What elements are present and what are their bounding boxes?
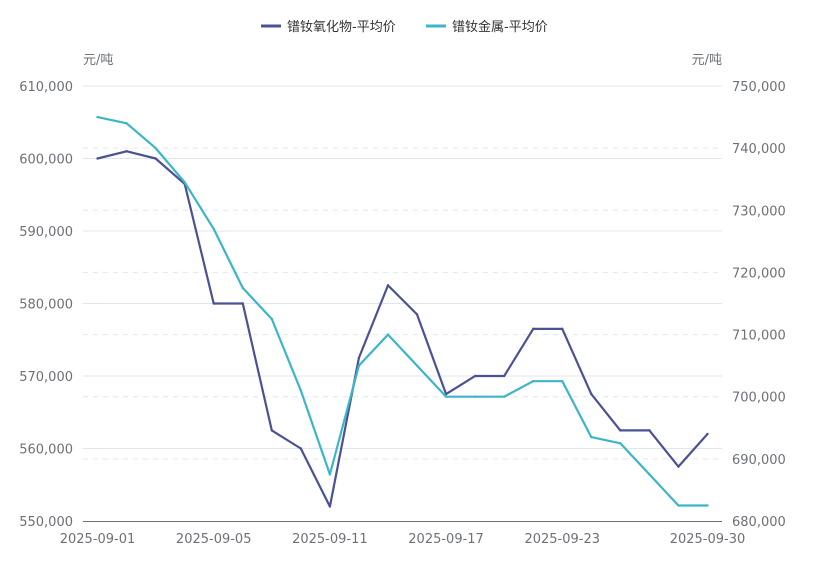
- data-point-oxide: [270, 429, 273, 432]
- x-axis-tick-label: 2025-09-05: [176, 532, 252, 547]
- data-point-metal: [212, 227, 215, 231]
- data-point-metal: [183, 181, 186, 184]
- right-axis-tick-label: 700,000: [732, 391, 786, 406]
- data-point-metal: [561, 379, 564, 383]
- data-point-metal: [328, 473, 332, 476]
- data-point-oxide: [212, 302, 215, 305]
- right-axis-tick-label: 750,000: [732, 80, 786, 95]
- data-point-metal: [473, 395, 477, 398]
- data-point-oxide: [241, 302, 244, 305]
- x-axis-tick-label: 2025-09-30: [670, 532, 746, 547]
- left-axis-tick-label: 580,000: [19, 298, 73, 313]
- data-point-oxide: [125, 150, 128, 153]
- data-point-metal: [532, 379, 535, 383]
- data-point-oxide: [328, 505, 332, 508]
- data-point-oxide: [648, 429, 651, 432]
- data-point-oxide: [473, 374, 477, 378]
- data-point-oxide: [706, 432, 709, 436]
- data-point-oxide: [96, 157, 99, 160]
- data-point-metal: [299, 389, 303, 392]
- data-point-oxide: [590, 392, 593, 396]
- data-point-metal: [677, 504, 680, 507]
- data-point-metal: [386, 333, 390, 336]
- data-point-metal: [590, 435, 593, 439]
- data-point-metal: [241, 286, 244, 290]
- data-point-metal: [357, 364, 361, 367]
- right-axis-tick-label: 740,000: [732, 142, 786, 157]
- right-axis-tick-label: 690,000: [732, 453, 786, 468]
- data-point-oxide: [154, 157, 157, 160]
- left-axis-tick-label: 590,000: [19, 225, 73, 240]
- data-point-oxide: [415, 313, 419, 316]
- x-axis-tick-label: 2025-09-23: [524, 532, 600, 547]
- data-point-metal: [270, 317, 273, 321]
- left-axis-tick-label: 550,000: [19, 515, 73, 530]
- data-point-oxide: [619, 429, 622, 432]
- left-axis-tick-label: 610,000: [19, 80, 73, 95]
- x-axis-tick-label: 2025-09-17: [408, 532, 484, 547]
- data-point-oxide: [502, 374, 506, 378]
- data-point-oxide: [532, 327, 535, 331]
- x-axis-tick-label: 2025-09-01: [60, 532, 136, 547]
- right-axis-tick-label: 730,000: [732, 204, 786, 219]
- right-axis-tick-label: 720,000: [732, 266, 786, 281]
- left-axis-unit: 元/吨: [83, 53, 113, 68]
- data-point-metal: [96, 115, 99, 119]
- data-point-metal: [154, 146, 157, 150]
- legend-item-oxide[interactable]: 镨钕氧化物-平均价: [261, 19, 396, 35]
- data-point-metal: [502, 395, 506, 398]
- data-point-metal: [619, 442, 622, 445]
- right-axis-tick-label: 710,000: [732, 329, 786, 344]
- x-axis-tick-label: 2025-09-11: [292, 532, 368, 547]
- left-axis-tick-label: 570,000: [19, 370, 73, 385]
- data-point-metal: [706, 504, 709, 507]
- left-axis-tick-label: 600,000: [19, 153, 73, 168]
- series-line-oxide: [97, 150, 709, 508]
- legend-label-oxide: 镨钕氧化物-平均价: [287, 19, 396, 35]
- data-point-oxide: [561, 327, 564, 331]
- legend-label-metal: 镨钕金属-平均价: [452, 19, 548, 35]
- legend: 镨钕氧化物-平均价 镨钕金属-平均价: [261, 19, 548, 35]
- data-point-metal: [444, 395, 448, 398]
- data-point-oxide: [677, 465, 680, 468]
- data-point-oxide: [357, 356, 361, 360]
- right-axis-unit: 元/吨: [692, 53, 722, 68]
- left-axis-tick-label: 560,000: [19, 443, 73, 458]
- data-point-oxide: [299, 447, 303, 450]
- legend-item-metal[interactable]: 镨钕金属-平均价: [426, 19, 548, 35]
- data-point-metal: [125, 122, 128, 125]
- data-point-metal: [648, 473, 651, 476]
- data-point-oxide: [386, 284, 390, 287]
- right-axis-tick-label: 680,000: [732, 515, 786, 530]
- data-point-metal: [415, 364, 419, 367]
- series-line-metal: [97, 116, 708, 507]
